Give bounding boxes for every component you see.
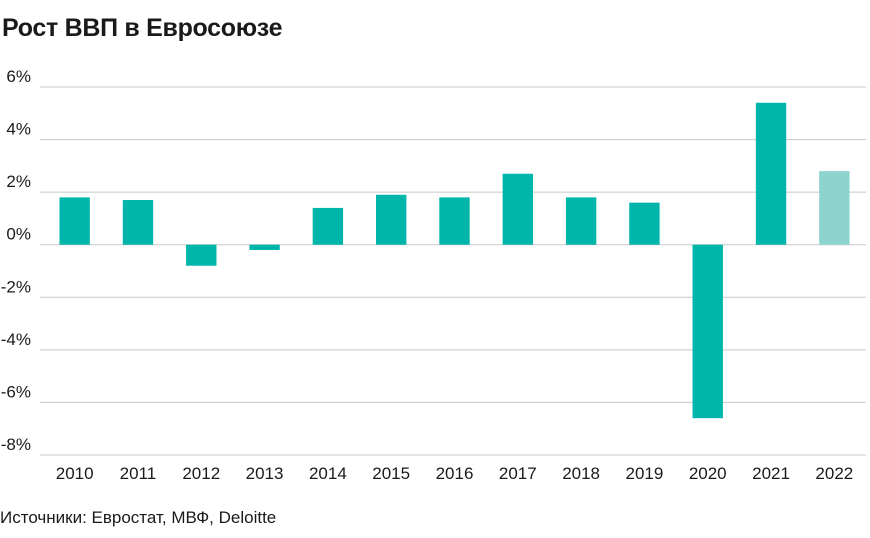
- bar-2014: [312, 207, 344, 245]
- bar-2022: [819, 171, 850, 245]
- y-tick-label: 4%: [6, 120, 31, 139]
- bar-2017: [502, 173, 534, 245]
- bars: [59, 102, 850, 419]
- x-tick-label: 2016: [436, 464, 474, 483]
- x-axis-ticks: 2010 2011 2012 2013 2014 2015 2016 2017 2018 2019…: [56, 464, 854, 483]
- y-tick-label: 2%: [6, 172, 31, 191]
- x-tick-label: 2018: [562, 464, 600, 483]
- x-tick-label: 2017: [499, 464, 537, 483]
- y-tick-label: -6%: [1, 382, 31, 401]
- x-tick-label: 2020: [689, 464, 727, 483]
- y-tick-label: 0%: [6, 225, 31, 244]
- bar-2021: [755, 102, 787, 245]
- bar-2010: [59, 197, 90, 245]
- bar-2013: [249, 244, 280, 250]
- gridlines: [40, 86, 866, 456]
- bar-2019: [629, 202, 660, 245]
- y-tick-label: -4%: [1, 330, 31, 349]
- x-tick-label: 2011: [120, 464, 157, 483]
- bar-2012: [186, 244, 217, 266]
- x-tick-label: 2014: [309, 464, 347, 483]
- source-note: Источники: Евростат, МВФ, Deloitte: [0, 508, 277, 527]
- bar-2018: [565, 197, 597, 245]
- bar-2011: [122, 200, 154, 245]
- bar-2015: [375, 194, 407, 245]
- bar-2020: [692, 244, 723, 419]
- x-tick-label: 2010: [56, 464, 94, 483]
- y-tick-label: -2%: [1, 277, 31, 296]
- y-tick-label: -8%: [1, 435, 31, 454]
- y-tick-label: 6%: [6, 67, 31, 86]
- x-tick-label: 2012: [182, 464, 220, 483]
- x-tick-label: 2015: [372, 464, 410, 483]
- x-tick-label: 2013: [246, 464, 284, 483]
- chart-title: Рост ВВП в Евросоюзе: [2, 14, 283, 42]
- y-axis-ticks: 6% 4% 2% 0% -2% -4% -6% -8%: [1, 67, 31, 454]
- bar-2016: [439, 197, 470, 245]
- x-tick-label: 2019: [626, 464, 664, 483]
- x-tick-label: 2021: [752, 464, 790, 483]
- x-tick-label: 2022: [815, 464, 853, 483]
